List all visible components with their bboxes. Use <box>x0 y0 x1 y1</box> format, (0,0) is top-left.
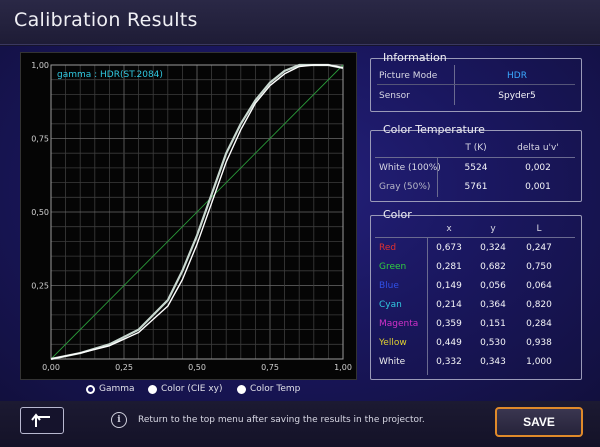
radio-color-temp[interactable]: Color Temp <box>237 384 300 394</box>
gamma-chart-svg: 1,00 0,75 0,50 0,25 0,00 0,25 0,50 0,75 1,00 gamm… <box>31 61 352 372</box>
divider <box>377 84 575 85</box>
view-selector: Gamma Color (CIE xy) Color Temp <box>0 384 380 398</box>
color-row-label: Magenta <box>379 319 419 329</box>
x-tick-label: 1,00 <box>334 363 352 372</box>
color-row-x: 0,359 <box>436 319 462 329</box>
col-header-l: L <box>536 224 542 234</box>
color-row-y: 0,364 <box>480 300 506 310</box>
color-row-label: Cyan <box>379 300 402 310</box>
sensor-label: Sensor <box>379 91 410 101</box>
ct-row-delta: 0,002 <box>525 163 551 173</box>
hint-text: Return to the top menu after saving the … <box>138 415 425 425</box>
y-tick-label: 1,00 <box>31 61 49 70</box>
measured-curve <box>50 63 344 361</box>
color-row-label: Blue <box>379 281 399 291</box>
col-header-y: y <box>490 224 496 234</box>
divider <box>375 237 575 238</box>
information-box: Information Picture Mode HDR Sensor Spyd… <box>370 51 582 112</box>
radio-color-label: Color (CIE xy) <box>161 384 223 394</box>
x-tick-label: 0,75 <box>261 363 279 372</box>
x-tick-label: 0,25 <box>115 363 133 372</box>
color-row-l: 0,247 <box>526 243 552 253</box>
divider <box>375 157 575 158</box>
color-row-l: 0,820 <box>526 300 552 310</box>
color-row-x: 0,673 <box>436 243 462 253</box>
radio-color-temp-label: Color Temp <box>250 384 301 394</box>
reference-line <box>50 64 344 360</box>
radio-dot-icon <box>237 384 246 394</box>
save-button[interactable]: SAVE <box>495 407 583 437</box>
radio-dot-icon <box>86 384 95 394</box>
ct-row-delta: 0,001 <box>525 182 551 192</box>
color-row-y: 0,530 <box>480 338 506 348</box>
color-row-x: 0,149 <box>436 281 462 291</box>
gamma-chart: 1,00 0,75 0,50 0,25 0,00 0,25 0,50 0,75 1,00 gamm… <box>20 52 357 380</box>
ct-row-label: White (100%) <box>379 163 441 173</box>
y-tick-label: 0,75 <box>31 135 49 144</box>
page-title: Calibration Results <box>14 9 198 31</box>
color-row-x: 0,281 <box>436 262 462 272</box>
x-tick-label: 0,00 <box>42 363 60 372</box>
y-tick-label: 0,25 <box>31 282 49 291</box>
color-temperature-title: Color Temperature <box>377 123 491 136</box>
color-row-y: 0,056 <box>480 281 506 291</box>
title-bar: Calibration Results <box>0 0 600 45</box>
divider <box>427 237 428 375</box>
radio-gamma[interactable]: Gamma <box>86 384 135 394</box>
divider <box>437 157 438 197</box>
picture-mode-label: Picture Mode <box>379 71 438 81</box>
color-row-y: 0,324 <box>480 243 506 253</box>
color-row-l: 1,000 <box>526 357 552 367</box>
picture-mode-value: HDR <box>507 71 527 81</box>
back-button[interactable] <box>20 407 64 434</box>
color-row-x: 0,449 <box>436 338 462 348</box>
color-temperature-box: Color Temperature T (K) delta u'v' White… <box>370 123 582 202</box>
col-header-x: x <box>446 224 452 234</box>
color-row-label: Red <box>379 243 397 253</box>
color-row-label: Green <box>379 262 407 272</box>
target-curve <box>50 64 344 360</box>
x-tick-label: 0,50 <box>188 363 206 372</box>
ct-row-label: Gray (50%) <box>379 182 431 192</box>
radio-dot-icon <box>148 384 157 394</box>
color-row-l: 0,064 <box>526 281 552 291</box>
color-row-l: 0,284 <box>526 319 552 329</box>
color-row-x: 0,332 <box>436 357 462 367</box>
ct-row-t: 5761 <box>464 182 488 192</box>
sensor-value: Spyder5 <box>498 91 536 101</box>
color-title: Color <box>377 208 418 221</box>
gamma-legend-label: gamma : HDR(ST.2084) <box>57 70 163 80</box>
color-row-y: 0,682 <box>480 262 506 272</box>
color-row-l: 0,938 <box>526 338 552 348</box>
color-row-x: 0,214 <box>436 300 462 310</box>
return-arrow-icon <box>31 412 50 427</box>
color-row-label: White <box>379 357 406 367</box>
information-title: Information <box>377 51 453 64</box>
color-box: Color x y L Red 0,673 0,324 0,247 Green 0,281… <box>370 208 582 380</box>
color-row-l: 0,750 <box>526 262 552 272</box>
plot-border <box>50 64 344 360</box>
col-header-delta: delta u'v' <box>517 143 559 153</box>
ct-row-t: 5524 <box>464 163 488 173</box>
radio-color-cie[interactable]: Color (CIE xy) <box>148 384 223 394</box>
divider <box>454 65 455 105</box>
radio-gamma-label: Gamma <box>99 384 135 394</box>
color-row-y: 0,151 <box>480 319 506 329</box>
color-row-y: 0,343 <box>480 357 506 367</box>
info-icon: i <box>111 412 127 428</box>
y-tick-label: 0,50 <box>31 208 49 217</box>
col-header-t: T (K) <box>465 143 487 153</box>
color-row-label: Yellow <box>379 338 407 348</box>
